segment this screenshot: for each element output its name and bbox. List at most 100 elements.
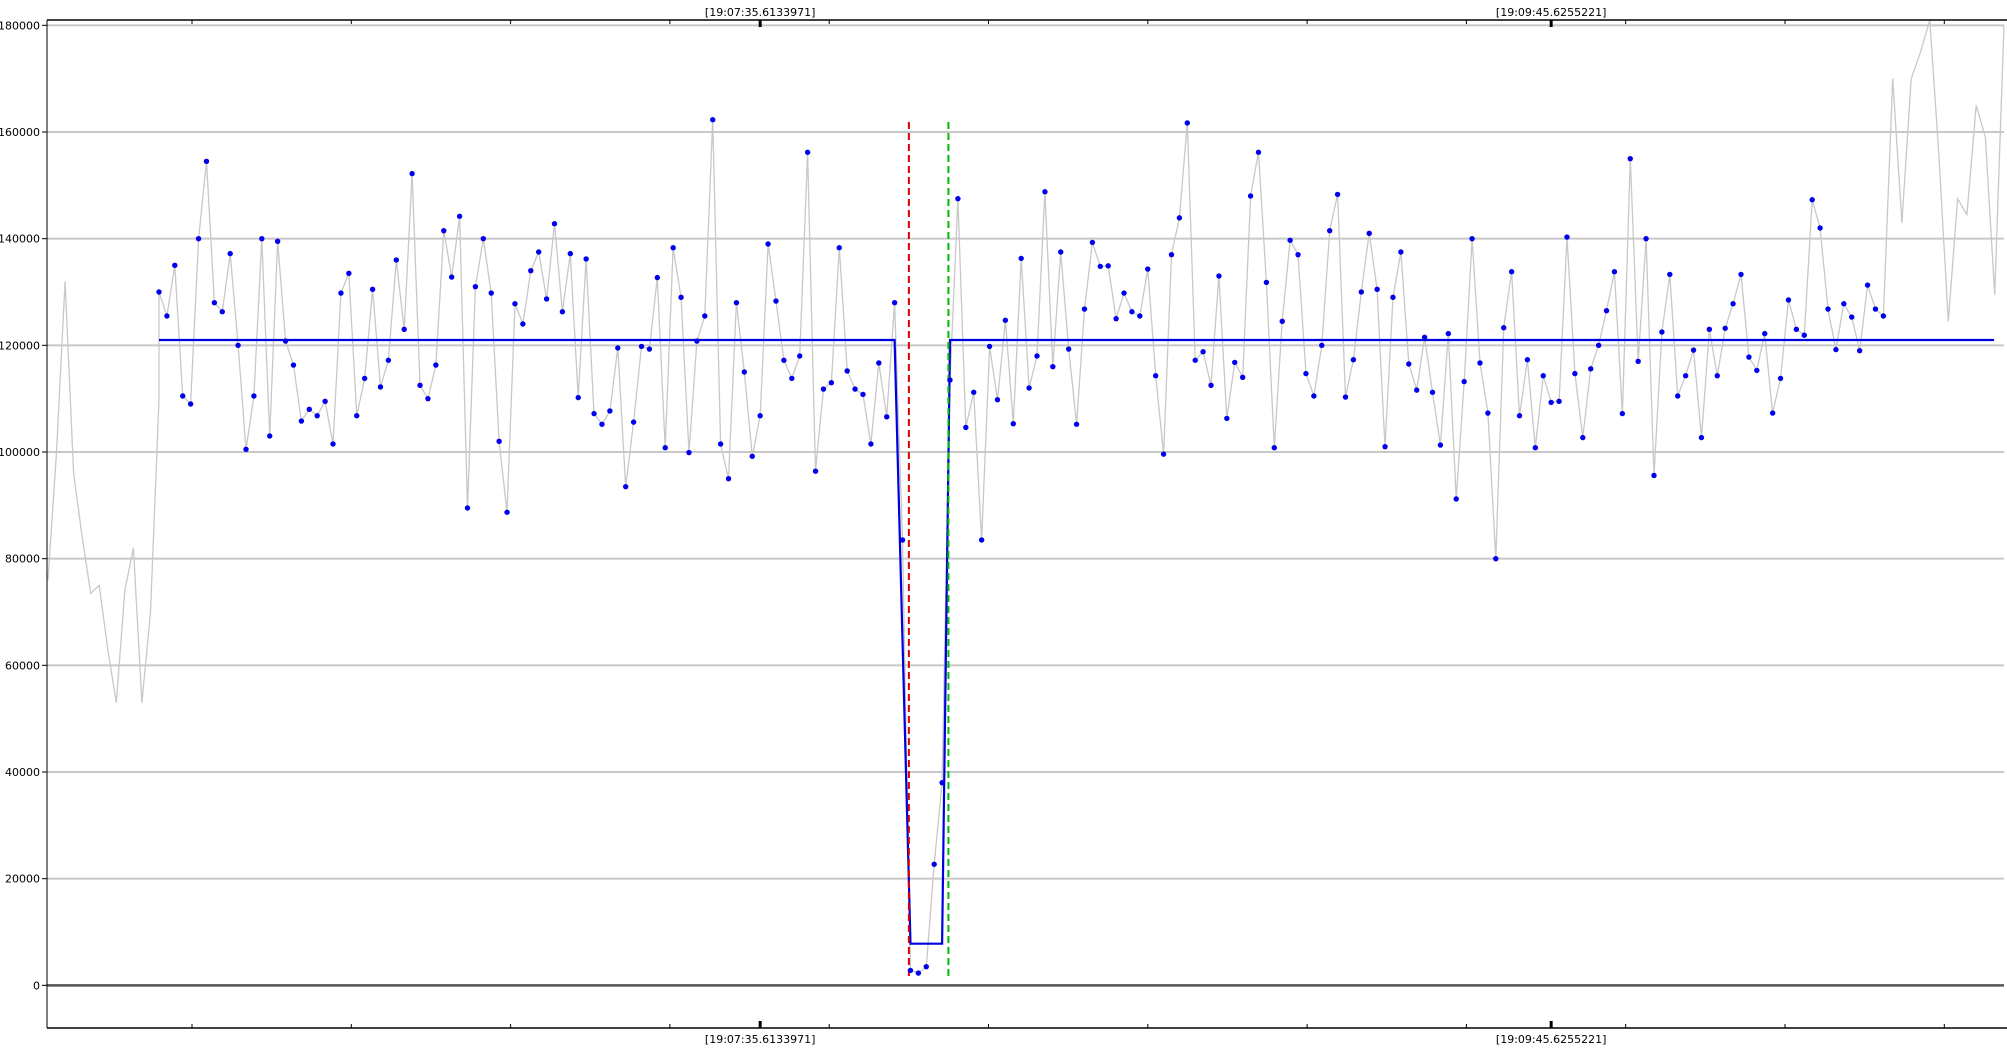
data-point [1825, 306, 1831, 312]
data-point [1311, 393, 1317, 399]
data-point [1303, 370, 1309, 377]
data-point [369, 286, 376, 293]
data-point [259, 235, 265, 242]
data-point [1453, 496, 1459, 502]
data-point [812, 468, 819, 474]
data-point [986, 343, 993, 350]
data-point [1619, 410, 1626, 417]
data-point [1698, 434, 1705, 441]
data-point [1730, 301, 1736, 307]
data-point [1152, 373, 1159, 379]
data-point [187, 401, 194, 407]
data-point [156, 289, 162, 295]
data-point [844, 368, 850, 374]
data-point [1588, 366, 1594, 372]
data-point [765, 241, 771, 247]
data-point [1065, 346, 1072, 352]
mean-step-path [159, 338, 1995, 945]
data-point [195, 235, 202, 242]
grid-lines [47, 24, 2004, 987]
data-point [1271, 445, 1278, 451]
data-point [717, 441, 724, 447]
data-point [512, 301, 518, 307]
data-point [1595, 342, 1602, 349]
data-point [448, 274, 455, 280]
data-point [1326, 227, 1333, 234]
data-point [1611, 269, 1618, 275]
data-point [433, 362, 439, 368]
data-point [480, 235, 487, 242]
data-point [710, 117, 716, 123]
data-point [1532, 445, 1539, 451]
data-point [978, 537, 985, 543]
data-point [346, 270, 352, 277]
data-point [227, 250, 233, 257]
data-point [1232, 359, 1238, 366]
data-point [377, 384, 384, 390]
time-label-bottom: [19:07:35.6133971] [705, 1033, 815, 1046]
data-point [1121, 290, 1127, 296]
data-point [1635, 358, 1641, 365]
data-point [1058, 249, 1064, 255]
data-point [607, 408, 613, 414]
data-point [298, 418, 305, 424]
data-point [1777, 375, 1784, 382]
data-point [267, 433, 273, 439]
data-point [1548, 399, 1554, 406]
data-point [330, 441, 336, 447]
data-point [1849, 314, 1855, 320]
data-point [1113, 315, 1119, 322]
data-point [1042, 189, 1048, 195]
data-point [1880, 313, 1887, 319]
data-point [1627, 155, 1633, 162]
data-point [947, 377, 953, 383]
data-point [630, 419, 637, 425]
data-point [1643, 235, 1649, 242]
data-point [290, 362, 297, 368]
data-point [1738, 271, 1744, 278]
data-point [441, 227, 447, 234]
data-point [971, 389, 977, 395]
data-point [1192, 357, 1198, 363]
data-point [1833, 346, 1839, 353]
data-point [583, 256, 589, 262]
data-point [456, 213, 463, 219]
data-point [1746, 354, 1752, 360]
data-point [828, 379, 835, 386]
data-point [1682, 373, 1689, 379]
data-point [559, 309, 566, 315]
raw-signal-path [47, 19, 2005, 974]
data-point [1856, 347, 1863, 354]
y-tick-label: 20000 [5, 873, 40, 886]
data-point [1540, 373, 1546, 379]
data-point [820, 386, 827, 392]
data-point [243, 446, 249, 453]
data-point [852, 386, 858, 392]
data-point [670, 245, 676, 251]
data-point [1050, 363, 1056, 370]
data-point [1413, 387, 1420, 393]
data-point [1572, 370, 1578, 377]
data-point [1382, 443, 1388, 450]
data-point [994, 397, 1001, 403]
data-point [622, 483, 629, 490]
data-point [425, 395, 431, 402]
axis-labels: 0 20000 40000 60000 80000 100000 120000 140000 1… [0, 6, 1606, 1046]
data-point [1319, 342, 1325, 349]
data-point [1580, 434, 1586, 441]
data-point [575, 394, 581, 401]
data-point [599, 421, 605, 427]
data-point [1785, 297, 1792, 303]
data-point [1817, 225, 1823, 231]
data-point [172, 262, 178, 269]
data-point [520, 321, 526, 327]
data-point [567, 250, 574, 257]
data-point [1556, 398, 1562, 405]
data-point [591, 410, 597, 417]
data-point [638, 343, 645, 350]
data-point [251, 393, 257, 399]
data-point [322, 398, 328, 405]
data-point [1366, 230, 1372, 237]
data-point [899, 537, 906, 543]
data-point [1168, 251, 1175, 258]
